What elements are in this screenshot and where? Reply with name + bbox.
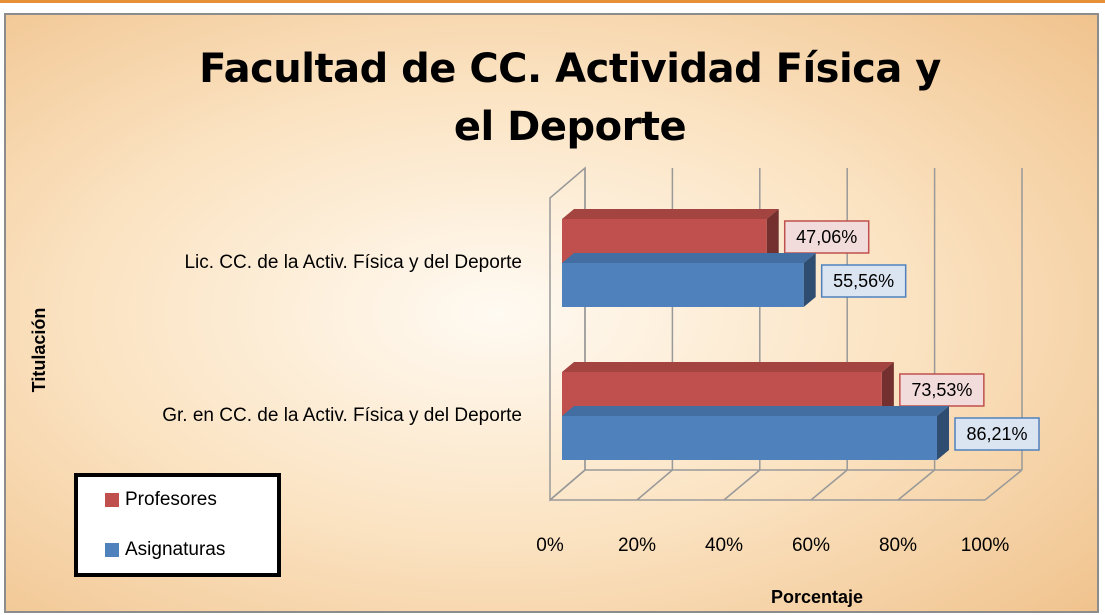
floor-line xyxy=(723,469,761,501)
x-tick-label: 100% xyxy=(961,535,1010,556)
y-axis-label: Titulación xyxy=(29,308,49,393)
floor-line xyxy=(897,469,936,501)
data-label: 86,21% xyxy=(966,424,1027,444)
legend xyxy=(74,473,281,577)
data-label-box xyxy=(954,417,1040,451)
legend-label: Profesores xyxy=(125,489,217,510)
legend-swatch xyxy=(105,543,119,557)
bar xyxy=(562,263,804,307)
bar-top xyxy=(562,362,894,372)
floor-line xyxy=(810,469,848,501)
data-label: 47,06% xyxy=(796,227,857,247)
x-tick-label: 60% xyxy=(792,535,830,556)
bar-side xyxy=(881,362,894,416)
x-tick-label: 0% xyxy=(536,535,564,556)
legend-swatch xyxy=(105,493,119,507)
y-tick-label: Gr. en CC. de la Activ. Física y del Dep… xyxy=(162,405,522,426)
floor-line xyxy=(549,469,586,501)
bar-side xyxy=(766,209,779,263)
data-label-box xyxy=(820,264,907,298)
data-label-box xyxy=(783,220,870,254)
x-tick-label: 40% xyxy=(705,535,743,556)
x-tick-label: 80% xyxy=(879,535,917,556)
bar-top xyxy=(562,209,779,219)
bar-top xyxy=(562,406,950,416)
y-tick-label: Lic. CC. de la Activ. Física y del Depor… xyxy=(184,252,522,273)
chart-title: Facultad de CC. Actividad Física y el De… xyxy=(199,46,941,150)
x-axis-label: Porcentaje xyxy=(771,587,863,607)
data-label-box xyxy=(899,373,985,407)
data-label: 73,53% xyxy=(911,380,972,400)
floor-line xyxy=(984,469,1023,501)
bar-top xyxy=(562,253,816,263)
legend-label: Asignaturas xyxy=(125,539,225,560)
bar xyxy=(562,416,938,460)
x-tick-label: 20% xyxy=(618,535,656,556)
floor-line xyxy=(636,469,673,501)
bar-side xyxy=(803,253,816,307)
data-label: 55,56% xyxy=(833,271,894,291)
top-strip xyxy=(0,0,1105,3)
bar-side xyxy=(937,406,950,460)
